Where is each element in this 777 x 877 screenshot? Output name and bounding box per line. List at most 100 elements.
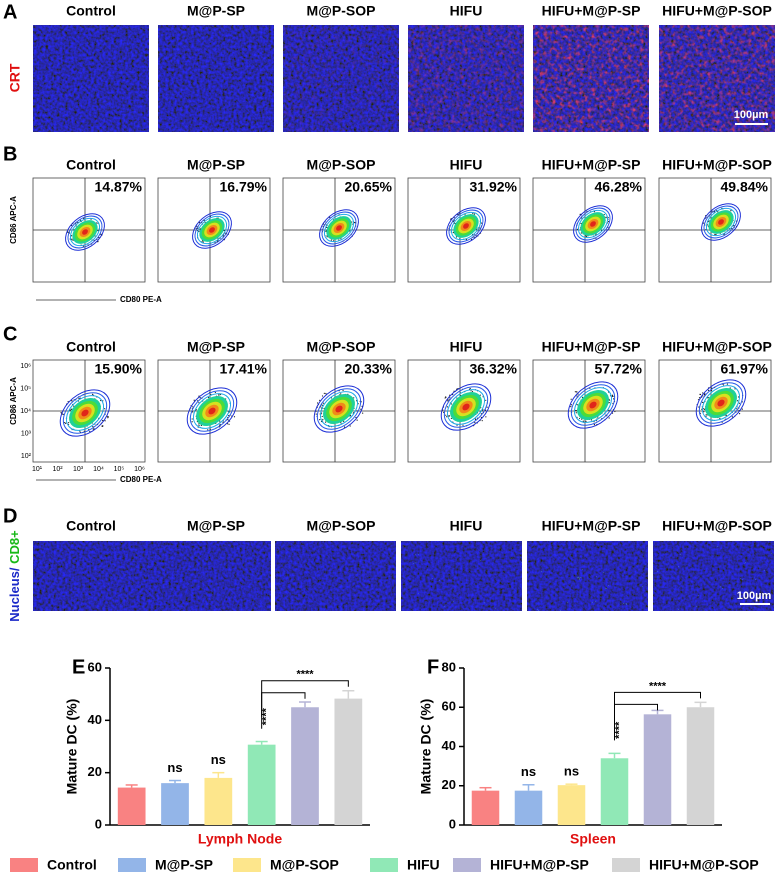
y-tick-label: 20 xyxy=(442,777,456,792)
event-dot xyxy=(570,404,572,406)
image-tile xyxy=(158,25,274,132)
contour xyxy=(701,385,741,421)
event-dot xyxy=(219,423,221,426)
panel-letter: E xyxy=(72,656,85,678)
column-title: Control xyxy=(66,157,116,173)
event-dot xyxy=(608,402,610,404)
column-title: HIFU+M@P-SOP xyxy=(662,157,772,173)
column-title: HIFU+M@P-SP xyxy=(542,518,641,534)
event-dot xyxy=(456,424,458,426)
event-dot xyxy=(703,408,705,410)
event-dot xyxy=(233,416,236,418)
event-dot xyxy=(227,423,229,425)
event-dot xyxy=(325,392,327,395)
row-label: CRT xyxy=(7,63,23,92)
annotation: ns xyxy=(521,764,536,779)
flow-plot xyxy=(658,177,772,283)
event-dot xyxy=(576,395,578,397)
event-dot xyxy=(614,410,616,413)
percentage: 16.79% xyxy=(220,179,268,195)
column-title: M@P-SP xyxy=(187,3,245,19)
event-dot xyxy=(704,408,706,410)
event-dot xyxy=(191,418,193,420)
contour xyxy=(62,392,108,434)
event-dot xyxy=(362,412,364,414)
contour xyxy=(450,211,482,241)
y-tick-label: 40 xyxy=(442,738,456,753)
event-dot xyxy=(462,424,464,426)
row-label-part: CD8+ xyxy=(7,530,22,564)
x-axis-label: Lymph Node xyxy=(198,831,282,847)
event-dot xyxy=(473,213,476,215)
event-dot xyxy=(608,417,610,419)
flow-plot xyxy=(32,177,146,283)
event-dot xyxy=(102,420,104,422)
event-dot xyxy=(62,413,64,415)
contour xyxy=(194,213,230,247)
event-dot xyxy=(342,389,344,391)
column-title: M@P-SP xyxy=(187,157,245,173)
event-dot xyxy=(323,392,325,394)
event-dot xyxy=(738,402,741,404)
event-dot xyxy=(703,222,705,224)
contour xyxy=(567,381,619,429)
legend-swatch xyxy=(453,858,481,872)
event-dot xyxy=(485,416,487,418)
flow-plot xyxy=(532,359,646,463)
row-label-part: Nucleus/ xyxy=(7,567,22,622)
event-dot xyxy=(322,418,324,421)
contour xyxy=(698,382,744,424)
event-dot xyxy=(577,404,579,406)
event-dot xyxy=(322,402,325,404)
event-dot xyxy=(193,399,195,401)
contour xyxy=(323,213,355,243)
image-tile-overlay xyxy=(150,541,271,611)
image-tile-overlay xyxy=(401,541,522,611)
event-dot xyxy=(320,412,323,414)
event-dot xyxy=(321,415,323,418)
percentage: 49.84% xyxy=(721,179,769,195)
column-title: HIFU+M@P-SP xyxy=(542,3,641,19)
event-dot xyxy=(725,414,727,417)
event-dot xyxy=(224,232,226,234)
contour xyxy=(186,387,238,435)
axis-label: CD80 PE-A xyxy=(120,295,162,304)
event-dot xyxy=(730,210,732,212)
event-dot xyxy=(227,419,229,421)
event-dot xyxy=(349,425,351,427)
panel-letter: B xyxy=(3,143,17,165)
error-bar xyxy=(651,709,664,715)
annotation: **** xyxy=(296,669,314,681)
event-dot xyxy=(741,408,743,410)
event-dot xyxy=(200,424,202,427)
event-dot xyxy=(455,236,458,238)
event-dot xyxy=(446,406,449,408)
flow-plot xyxy=(157,177,271,283)
legend-label: HIFU xyxy=(407,857,440,873)
event-dot xyxy=(471,390,474,393)
bar xyxy=(686,707,715,825)
image-tile-overlay xyxy=(283,25,399,132)
event-dot xyxy=(575,412,577,414)
error-bar xyxy=(299,701,311,708)
event-dot xyxy=(479,227,481,229)
event-dot xyxy=(447,399,449,401)
event-dot xyxy=(737,396,740,398)
event-dot xyxy=(353,397,355,399)
percentage: 31.92% xyxy=(470,179,518,195)
event-dot xyxy=(99,399,102,402)
flow-plot xyxy=(157,359,271,463)
y-tick-label: 0 xyxy=(95,816,102,831)
event-dot xyxy=(360,408,362,410)
scale-bar-label: 100µm xyxy=(734,109,769,121)
event-dot xyxy=(465,239,467,241)
contour xyxy=(208,407,216,415)
event-dot xyxy=(581,418,583,420)
contour xyxy=(589,401,597,409)
contour xyxy=(446,389,486,425)
percentage: 20.33% xyxy=(345,361,393,377)
event-dot xyxy=(207,429,209,431)
event-dot xyxy=(353,221,356,224)
contour xyxy=(82,229,88,235)
